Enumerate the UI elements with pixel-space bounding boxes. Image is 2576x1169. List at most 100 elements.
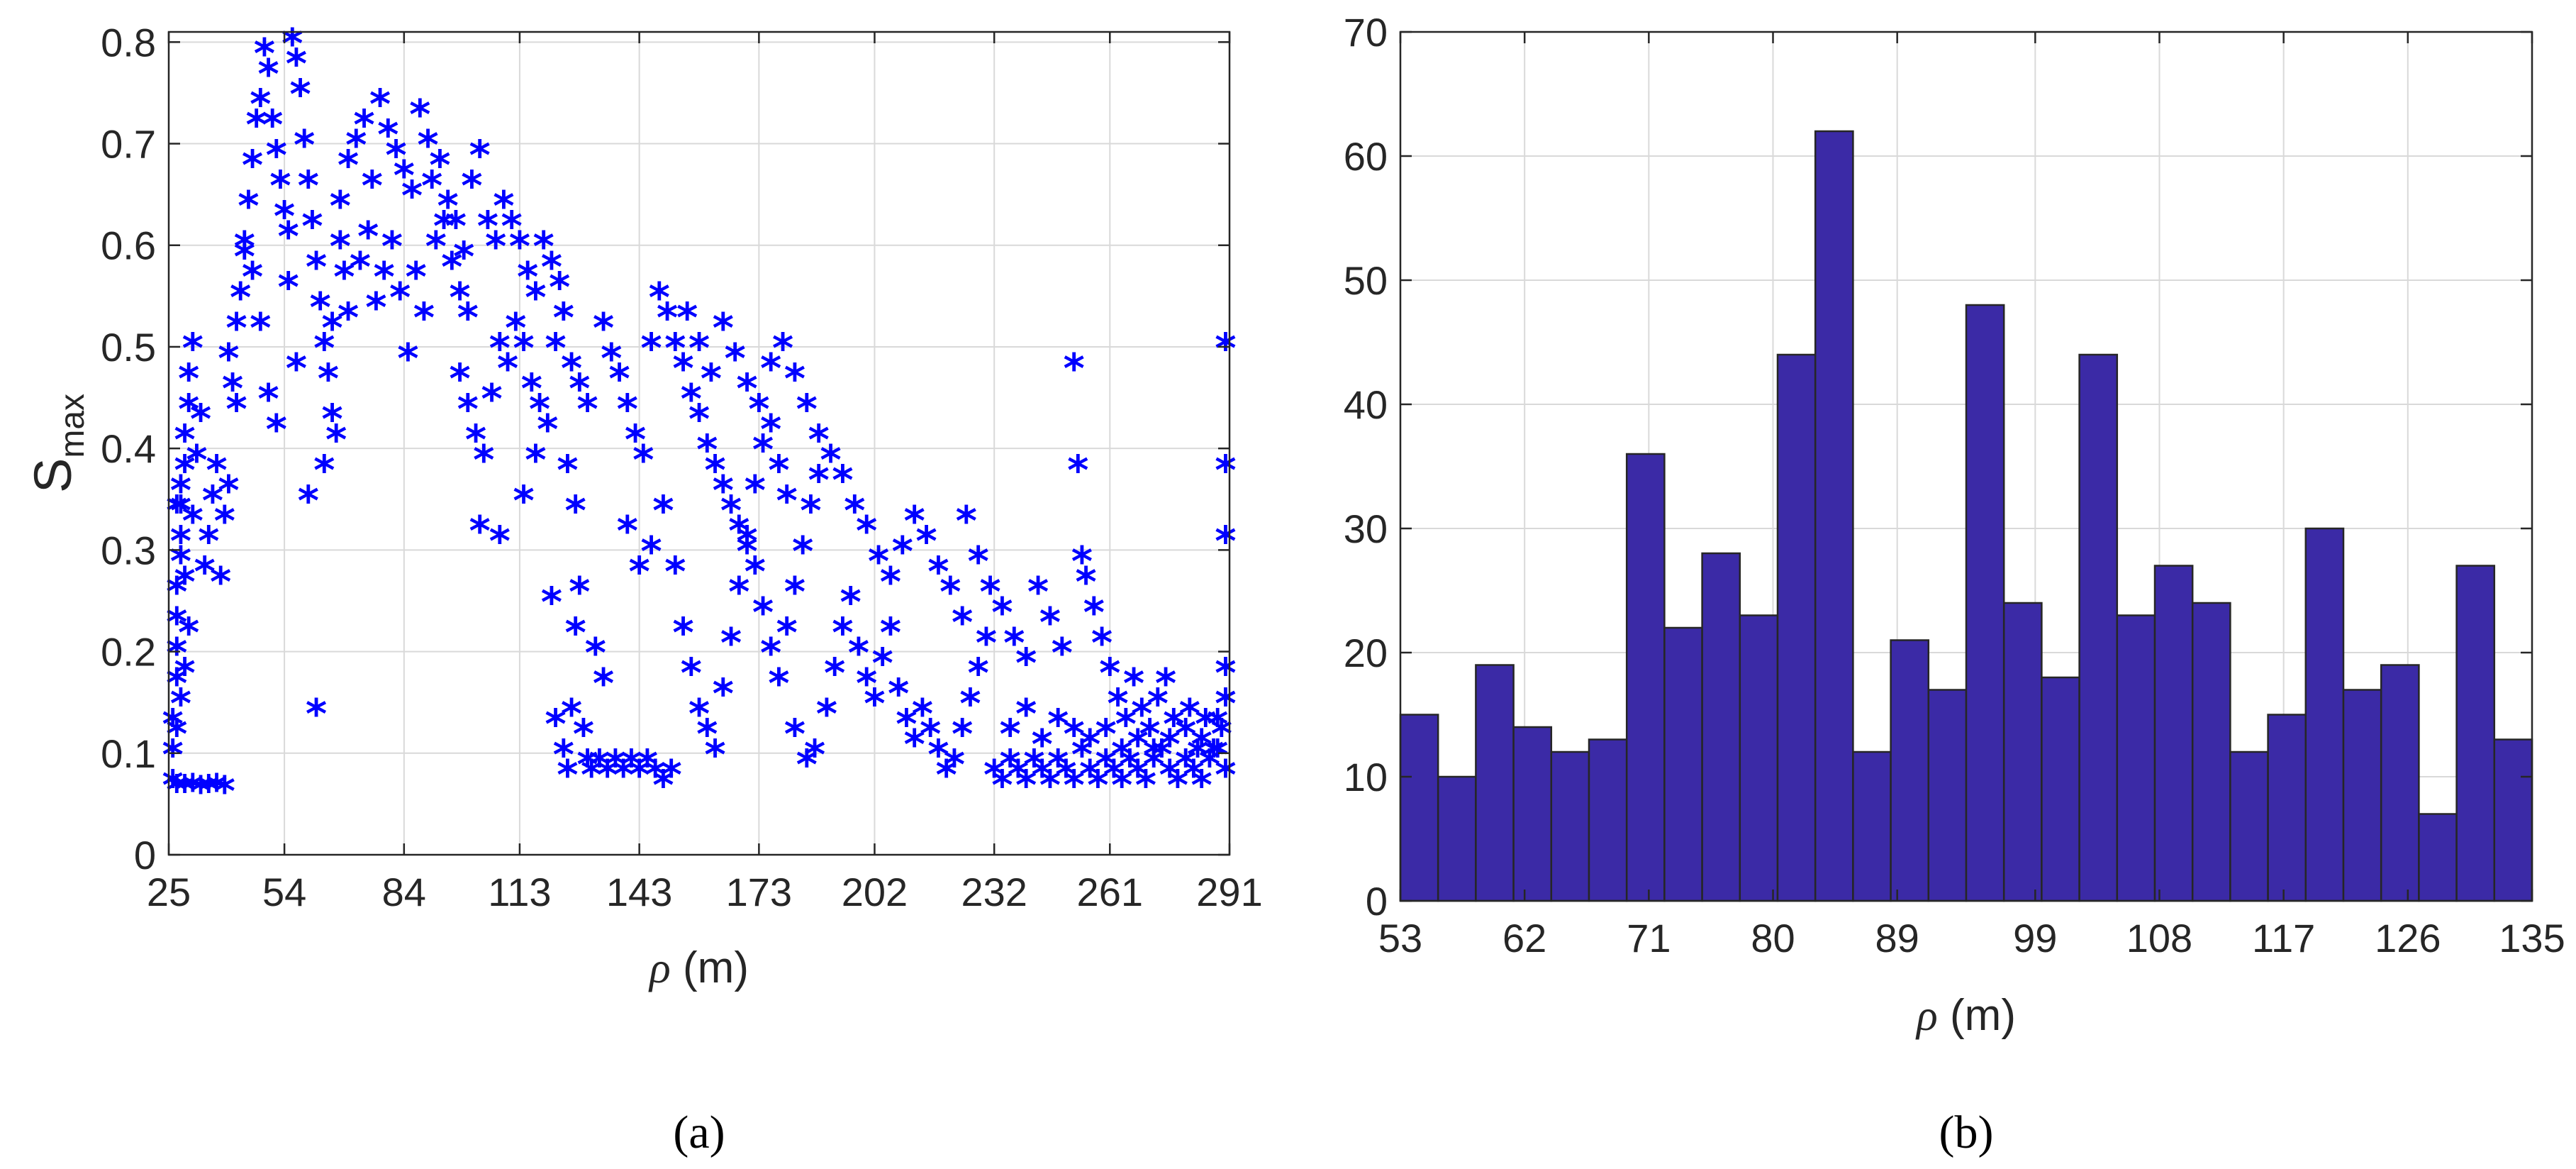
data-point: * bbox=[569, 568, 590, 616]
data-point: * bbox=[394, 151, 415, 199]
data-point: * bbox=[254, 30, 275, 78]
data-point: * bbox=[413, 294, 435, 342]
data-point: * bbox=[1063, 761, 1084, 809]
data-point: * bbox=[1143, 731, 1164, 779]
data-point: * bbox=[505, 304, 526, 352]
data-point: * bbox=[920, 710, 941, 758]
data-point: * bbox=[266, 131, 287, 179]
data-point: * bbox=[557, 446, 578, 494]
data-point: * bbox=[1067, 446, 1088, 494]
data-point: * bbox=[652, 761, 674, 809]
histogram-bar bbox=[1965, 304, 2005, 902]
data-point: * bbox=[429, 141, 450, 189]
data-point: * bbox=[433, 202, 455, 250]
data-point: * bbox=[274, 192, 295, 240]
data-point: * bbox=[210, 558, 231, 606]
data-point: * bbox=[804, 731, 825, 779]
data-point: * bbox=[286, 345, 307, 393]
data-point: * bbox=[840, 578, 862, 626]
data-point: * bbox=[832, 609, 853, 657]
y-axis-title: Smax bbox=[23, 394, 91, 493]
y-tick-label: 10 bbox=[1344, 755, 1388, 799]
data-point: * bbox=[306, 690, 327, 738]
data-point: * bbox=[457, 294, 479, 342]
data-point: * bbox=[593, 304, 614, 352]
x-tick-label: 54 bbox=[262, 870, 306, 914]
data-point: * bbox=[1215, 649, 1236, 697]
x-tick-label: 89 bbox=[1875, 916, 1919, 960]
data-point: * bbox=[545, 324, 566, 372]
histogram-bar bbox=[1814, 130, 1854, 902]
data-point: * bbox=[664, 324, 686, 372]
data-point: * bbox=[983, 750, 1005, 799]
data-point: * bbox=[576, 741, 598, 789]
data-point: * bbox=[1183, 750, 1204, 799]
data-point: * bbox=[573, 710, 594, 758]
data-point: * bbox=[257, 375, 279, 423]
data-point: * bbox=[170, 680, 191, 728]
histogram-bar bbox=[2229, 750, 2269, 902]
data-point: * bbox=[672, 345, 693, 393]
data-point: * bbox=[1087, 761, 1108, 809]
data-point: * bbox=[664, 548, 686, 596]
data-point: * bbox=[313, 446, 335, 494]
data-point: * bbox=[174, 649, 195, 697]
histogram-bar bbox=[1701, 552, 1741, 902]
data-point: * bbox=[800, 487, 821, 535]
y-tick-label: 0.2 bbox=[101, 630, 156, 675]
data-point: * bbox=[1191, 761, 1212, 809]
data-point: * bbox=[589, 741, 610, 789]
data-point: * bbox=[1055, 750, 1076, 799]
data-point: * bbox=[257, 50, 279, 98]
data-point: * bbox=[820, 436, 841, 484]
data-point: * bbox=[1159, 750, 1180, 799]
data-point: * bbox=[952, 599, 973, 647]
y-tick-label: 0.7 bbox=[101, 122, 156, 167]
data-point: * bbox=[772, 324, 793, 372]
data-point: * bbox=[425, 223, 447, 271]
data-point: * bbox=[406, 253, 427, 301]
data-point: * bbox=[178, 385, 199, 433]
data-point: * bbox=[333, 253, 355, 301]
data-point: * bbox=[968, 538, 989, 586]
data-point: * bbox=[776, 609, 798, 657]
data-point: * bbox=[645, 750, 666, 799]
y-tick-label: 70 bbox=[1344, 10, 1388, 55]
data-point: * bbox=[979, 568, 1000, 616]
data-point: * bbox=[736, 517, 757, 565]
panel-caption: (a) bbox=[673, 1107, 725, 1158]
data-point: * bbox=[593, 660, 614, 708]
scatter-panel: ****************************************… bbox=[23, 19, 1263, 1158]
data-point: * bbox=[808, 456, 830, 504]
data-point: * bbox=[465, 416, 486, 464]
data-point: * bbox=[720, 487, 742, 535]
data-point: * bbox=[720, 619, 742, 667]
data-point: * bbox=[816, 690, 837, 738]
data-point: * bbox=[437, 182, 459, 230]
data-point: * bbox=[525, 436, 546, 484]
data-point: * bbox=[760, 345, 781, 393]
data-point: * bbox=[991, 761, 1013, 809]
data-point: * bbox=[182, 765, 203, 813]
data-point: * bbox=[844, 487, 865, 535]
data-point: * bbox=[1123, 660, 1144, 708]
data-point: * bbox=[266, 406, 287, 454]
data-point: * bbox=[632, 436, 654, 484]
data-point: * bbox=[1095, 710, 1116, 758]
data-point: * bbox=[549, 263, 570, 311]
histogram-bar bbox=[1588, 738, 1628, 902]
x-tick-label: 173 bbox=[726, 870, 792, 914]
data-point: * bbox=[218, 334, 239, 382]
data-point: * bbox=[345, 121, 367, 170]
data-point: * bbox=[1047, 700, 1069, 748]
data-point: * bbox=[449, 355, 470, 403]
data-point: * bbox=[1107, 680, 1128, 728]
data-point: * bbox=[417, 121, 438, 170]
data-point: * bbox=[936, 750, 957, 799]
histogram-bar bbox=[1890, 639, 1930, 902]
axes-frame bbox=[1399, 31, 2533, 902]
data-point: * bbox=[310, 284, 331, 332]
data-point: * bbox=[449, 273, 470, 321]
data-point: * bbox=[784, 355, 805, 403]
data-point: * bbox=[286, 40, 307, 88]
